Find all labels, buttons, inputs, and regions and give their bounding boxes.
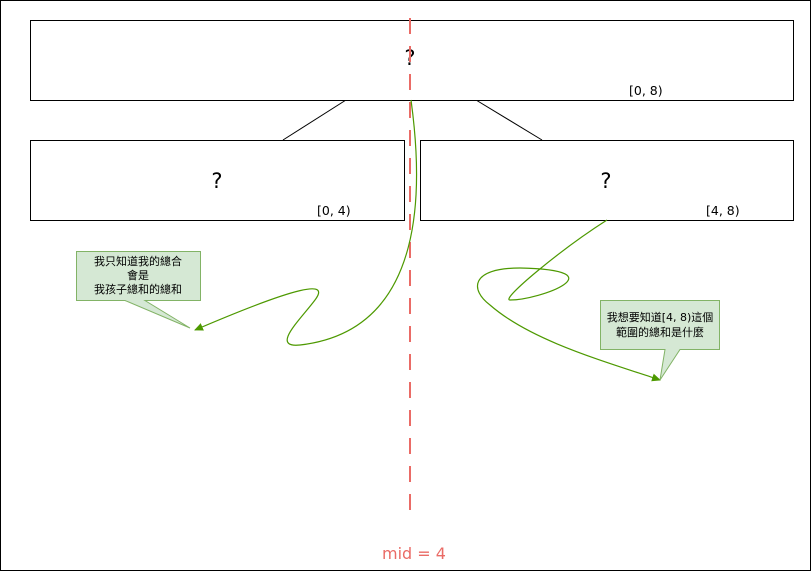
- left-child-range: [0, 4): [317, 203, 351, 218]
- mid-label: mid = 4: [382, 544, 446, 563]
- right-child-range: [4, 8): [706, 203, 740, 218]
- right-curvy-arrow: [476, 219, 661, 382]
- left-callout-box: [76, 251, 201, 329]
- right-callout: 我想要知道[4, 8)這個 範圍的總和是什麼: [600, 300, 720, 381]
- right-callout-line-2: 範圍的總和是什麼: [616, 325, 704, 339]
- root-node-box: [30, 20, 794, 101]
- right-child-node: ? [4, 8): [420, 140, 794, 221]
- right-callout-line-1: 我想要知道[4, 8)這個: [607, 310, 714, 324]
- left-child-value: ?: [211, 169, 222, 193]
- left-callout-line-2: 會是: [127, 268, 149, 282]
- left-child-box: [30, 140, 405, 221]
- right-child-box: [420, 140, 794, 221]
- left-callout: 我只知道我的總合 會是 我孩子總和的總和: [76, 251, 201, 329]
- left-curvy-arrow: [194, 99, 418, 346]
- right-child-value: ?: [600, 169, 611, 193]
- root-node-range: [0, 8): [629, 83, 663, 98]
- left-child-node: ? [0, 4): [30, 140, 405, 221]
- left-callout-line-1: 我只知道我的總合: [94, 254, 182, 268]
- left-callout-line-3: 我孩子總和的總和: [94, 282, 182, 296]
- right-callout-box: [600, 300, 720, 381]
- root-node: ? [0, 8): [30, 20, 794, 101]
- edge-root-right: [475, 99, 543, 141]
- edge-root-left: [282, 99, 347, 141]
